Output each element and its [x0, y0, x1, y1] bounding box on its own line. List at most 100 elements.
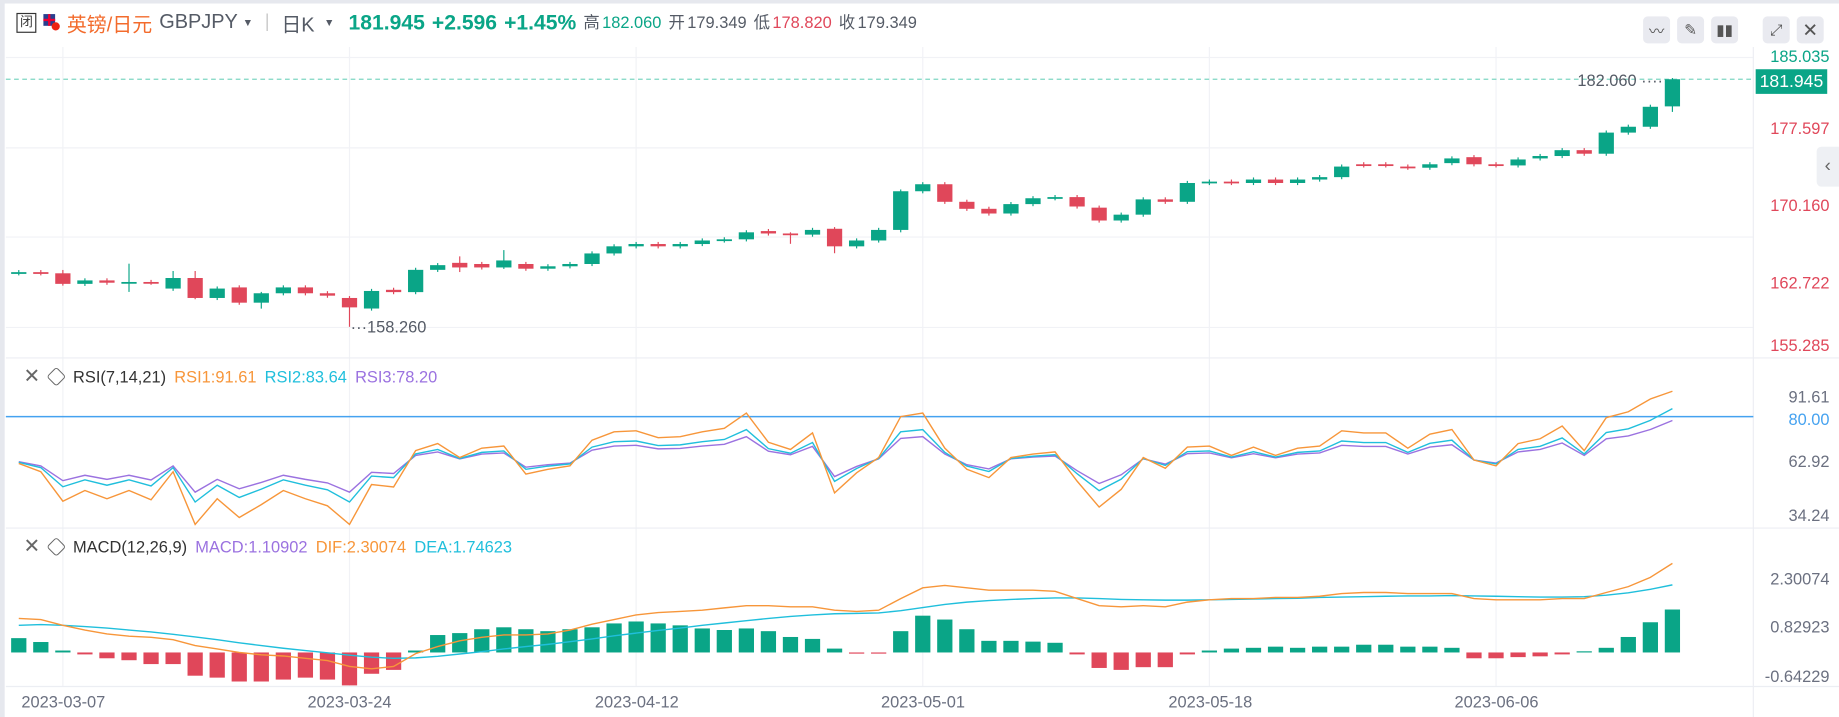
- macd-bar: [1091, 652, 1107, 668]
- candle-up: [562, 263, 578, 267]
- macd-bar: [165, 652, 181, 665]
- price-axis-label: 185.035: [1770, 46, 1830, 66]
- candle-down: [937, 184, 953, 202]
- candle-down: [319, 293, 336, 296]
- candle-up: [1444, 158, 1460, 164]
- candle-down: [826, 228, 843, 247]
- rsi-axis-label: 34.24: [1788, 505, 1830, 525]
- macd-bar: [231, 652, 247, 682]
- rsi-legend: ✕ RSI(7,14,21) RSI1:91.61 RSI2:83.64 RSI…: [23, 365, 437, 388]
- candle-up: [871, 229, 887, 241]
- candle-up: [1642, 106, 1658, 127]
- price-change-pct: +1.45%: [504, 9, 577, 34]
- macd-bar: [1642, 622, 1658, 653]
- macd-bar: [584, 627, 600, 653]
- candle-down: [385, 289, 402, 293]
- candle-down: [33, 272, 49, 274]
- chart-type-button[interactable]: ▮▮: [1711, 16, 1739, 44]
- date-label: 2023-05-01: [880, 692, 965, 712]
- indicator-icon: 〰: [1648, 22, 1665, 40]
- chevron-down-icon: ▼: [323, 16, 335, 29]
- candlestick-icon: ▮▮: [1716, 20, 1733, 39]
- candle-up: [1510, 159, 1526, 166]
- candle-up: [430, 265, 446, 270]
- macd-bar: [760, 631, 777, 653]
- macd-bar: [540, 631, 556, 653]
- period-selector[interactable]: 日K ▼: [281, 8, 334, 37]
- candle-down: [231, 287, 247, 303]
- candle-down: [341, 297, 358, 308]
- macd-bar: [1069, 652, 1085, 655]
- macd-axis-label: -0.64229: [1764, 666, 1830, 686]
- min-price-annotation: ···158.260: [351, 319, 427, 337]
- low-label: 低: [753, 12, 771, 32]
- date-label: 2023-03-24: [307, 692, 392, 712]
- candle-up: [1201, 181, 1218, 184]
- remove-indicator-icon[interactable]: ✕: [23, 364, 41, 388]
- chevron-left-icon: ‹: [1824, 156, 1831, 177]
- expand-button[interactable]: ⤢: [1762, 16, 1790, 44]
- macd-bar: [385, 652, 402, 670]
- macd-bar: [1620, 636, 1636, 653]
- candle-up: [672, 244, 688, 247]
- side-panel-toggle[interactable]: ‹: [1816, 146, 1839, 187]
- symbol-selector[interactable]: GBPJPY ▼: [159, 11, 253, 34]
- draw-button[interactable]: ✎: [1677, 16, 1705, 44]
- candle-up: [1334, 166, 1350, 178]
- settings-icon[interactable]: [46, 366, 67, 387]
- macd-bar: [1444, 647, 1460, 653]
- macd-bar: [1334, 646, 1350, 653]
- price-axis-label: 177.597: [1770, 118, 1830, 138]
- macd-bar: [959, 629, 975, 653]
- candle-up: [408, 269, 424, 293]
- macd-bar: [893, 631, 909, 653]
- candle-down: [1576, 150, 1592, 154]
- candle-down: [1356, 164, 1372, 167]
- candle-up: [121, 281, 137, 284]
- candle-down: [297, 287, 314, 294]
- macd-bar: [628, 621, 644, 653]
- candle-up: [1025, 198, 1041, 205]
- remove-indicator-icon[interactable]: ✕: [23, 535, 41, 558]
- macd-bar: [55, 650, 71, 653]
- macd-bar: [871, 652, 887, 654]
- macd-title: MACD(12,26,9): [73, 537, 188, 557]
- candle-up: [1532, 156, 1548, 159]
- close-button[interactable]: ✕: [1796, 16, 1824, 44]
- candle-up: [1135, 199, 1151, 215]
- close-label: 收: [838, 12, 856, 32]
- macd-bar: [408, 650, 424, 653]
- chart-toolbar: 〰 ✎ ▮▮: [1643, 16, 1739, 44]
- settings-icon[interactable]: [46, 536, 67, 557]
- rsi1-line: [18, 390, 1673, 526]
- macd-bar: [1135, 652, 1151, 668]
- macd-bar: [716, 630, 732, 653]
- candle-up: [1179, 182, 1195, 202]
- macd-bar: [1664, 609, 1681, 653]
- indicator-button[interactable]: 〰: [1643, 16, 1671, 44]
- macd-bar: [738, 628, 754, 653]
- candle-up: [606, 246, 622, 254]
- candle-up: [1245, 179, 1262, 183]
- macd-bar: [606, 623, 622, 653]
- macd-bar: [253, 652, 269, 682]
- open-value: 179.349: [687, 12, 747, 32]
- macd-bar: [1554, 652, 1570, 655]
- candle-up: [1113, 214, 1129, 221]
- candle-down: [782, 233, 799, 236]
- high-value: 182.060: [602, 12, 662, 32]
- price-axis-label: 162.722: [1770, 273, 1830, 293]
- macd-bar: [672, 625, 688, 653]
- current-price-tag: 181.945: [1755, 69, 1828, 94]
- left-border: [0, 0, 5, 717]
- candle-up: [77, 280, 93, 284]
- candle-up: [1003, 204, 1019, 214]
- candle-up: [738, 232, 754, 240]
- uk-flag-icon: [43, 14, 60, 31]
- candle-down: [187, 278, 203, 298]
- candle-up: [628, 244, 644, 247]
- macd-axis-label: 0.82923: [1770, 617, 1830, 637]
- candle-down: [55, 273, 71, 284]
